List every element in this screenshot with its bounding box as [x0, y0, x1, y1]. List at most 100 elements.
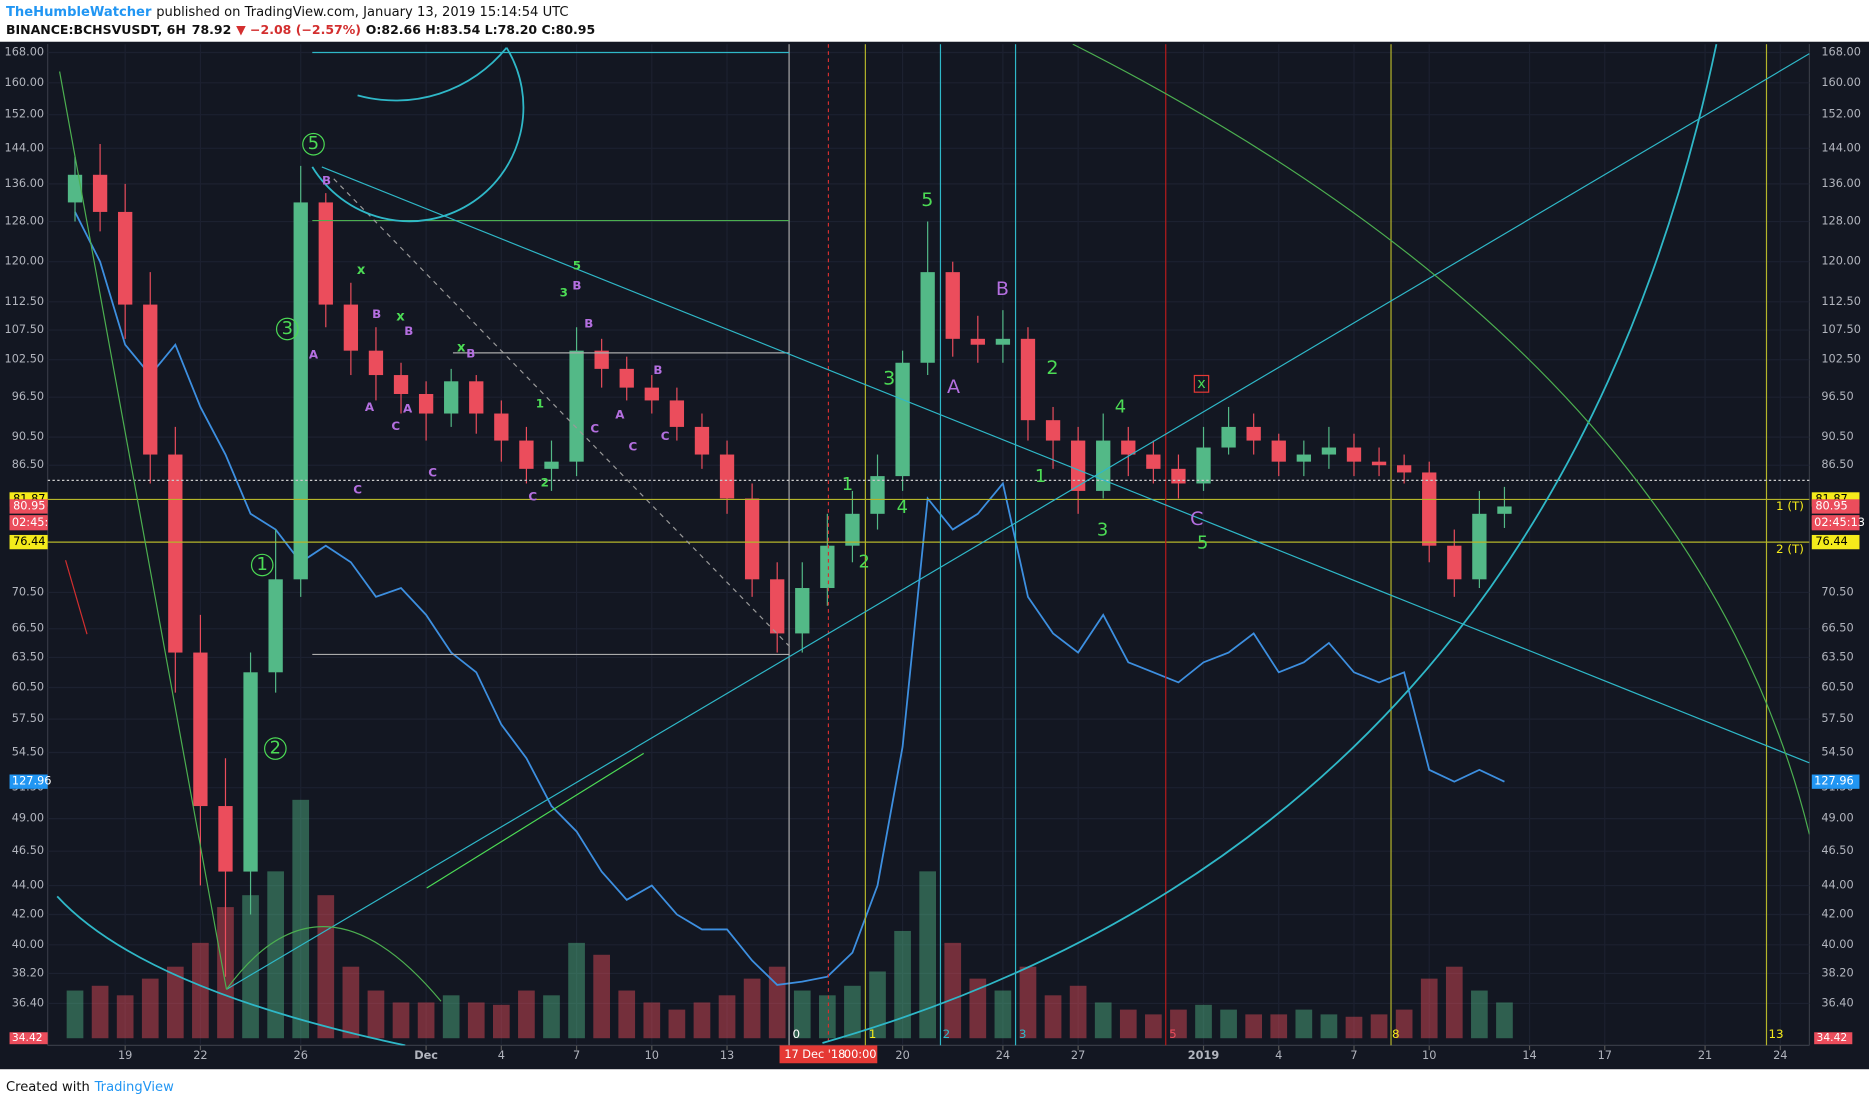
- candle-body: [1070, 440, 1086, 491]
- volume-bar: [267, 871, 284, 1039]
- x-tick-label: 17: [1598, 1048, 1612, 1062]
- wave-label: x: [396, 310, 405, 325]
- y-tick-label: 102.50: [1821, 352, 1861, 366]
- time-zone-label: 5: [1169, 1027, 1177, 1041]
- candle-body: [1020, 338, 1036, 421]
- wave-label: B: [404, 324, 413, 338]
- wave-label: C: [428, 466, 437, 480]
- y-tick-label: 128.00: [5, 214, 45, 228]
- wave-label: 2: [1046, 357, 1058, 379]
- volume-bar: [969, 978, 987, 1039]
- price-box: [1811, 499, 1860, 514]
- candle-body: [1396, 465, 1412, 473]
- volume-bar: [668, 1009, 686, 1039]
- y-tick-label: 38.20: [1821, 965, 1853, 979]
- price-box: [1811, 534, 1860, 550]
- brand[interactable]: TradingView: [94, 1080, 174, 1095]
- y-tick-label: 107.50: [5, 322, 45, 336]
- volume-bar: [1019, 966, 1037, 1039]
- candle-body: [168, 454, 183, 653]
- wave-label: 1: [536, 397, 544, 411]
- volume-bar: [317, 895, 335, 1039]
- candle-body: [895, 362, 910, 477]
- wave-circle: [264, 737, 287, 760]
- y-tick-label: 42.00: [12, 906, 44, 920]
- time-zone-label: 13: [1768, 1027, 1783, 1041]
- created-with: Created with: [6, 1080, 90, 1095]
- x-tick-label: 10: [645, 1048, 659, 1062]
- candle-body: [1171, 468, 1186, 484]
- wave-circle: [302, 132, 325, 156]
- candle-body: [1246, 426, 1261, 441]
- volume-bar: [1496, 1002, 1513, 1039]
- volume-bar: [768, 966, 786, 1039]
- volume-bar: [944, 942, 962, 1039]
- wave-label: 5: [1197, 533, 1208, 554]
- y-tick-label: 136.00: [5, 176, 45, 190]
- candle-body: [469, 381, 484, 414]
- volume-bar: [367, 990, 385, 1039]
- wave-label: C: [528, 490, 537, 504]
- candle-body: [1472, 513, 1487, 580]
- candle-body: [67, 174, 83, 203]
- candle-body: [920, 272, 935, 363]
- volume-bar: [593, 954, 610, 1039]
- candle-body: [1196, 447, 1211, 484]
- candle-body: [1146, 454, 1161, 469]
- y-tick-label: 60.50: [12, 680, 44, 694]
- y-tick-label: 112.50: [5, 294, 45, 308]
- wave-label: 1: [257, 554, 268, 575]
- volume-bar: [518, 990, 535, 1039]
- candle-body: [1096, 440, 1111, 491]
- target-label: 1 (T): [1776, 499, 1804, 513]
- x-tick-label: 7: [1350, 1048, 1357, 1062]
- wave-label: C: [353, 482, 362, 496]
- wave-label: B: [466, 347, 475, 361]
- candle-body: [293, 202, 308, 580]
- y-tick-label: 102.50: [5, 352, 45, 366]
- volume-bar: [66, 990, 84, 1039]
- volume-bar: [1320, 1014, 1338, 1039]
- volume-bar: [492, 1004, 510, 1039]
- y-tick-label: 86.50: [12, 457, 44, 471]
- author[interactable]: TheHumbleWatcher: [6, 4, 152, 19]
- y-tick-label: 46.50: [12, 843, 44, 857]
- y-tick-label: 86.50: [1821, 457, 1853, 471]
- x-tick-label: 21: [1698, 1048, 1712, 1062]
- wave-label: 5: [308, 133, 319, 154]
- y-tick-label: 96.50: [12, 389, 44, 403]
- volume-bar: [1094, 1002, 1112, 1039]
- y-tick-label: 160.00: [5, 75, 45, 89]
- candle-body: [1321, 447, 1337, 455]
- y-tick-label: 152.00: [1821, 107, 1861, 121]
- time-zone-label: 1: [869, 1027, 877, 1041]
- wave-label: 4: [1115, 397, 1126, 418]
- plot-underlay: [47, 44, 1810, 1046]
- time-zone-label: 3: [1019, 1027, 1027, 1041]
- volume-bar: [1220, 1009, 1237, 1039]
- y-tick-label: 168.00: [5, 44, 45, 58]
- candle-body: [719, 454, 735, 499]
- y-tick-label: 49.00: [12, 811, 44, 825]
- volume-bar: [417, 1002, 435, 1039]
- volume-bar: [1245, 1014, 1263, 1039]
- y-tick-label: 46.50: [1821, 843, 1853, 857]
- price-box: [9, 1032, 48, 1045]
- candle-body: [1447, 545, 1462, 580]
- volume-bar: [693, 1002, 711, 1039]
- marker-box: [1193, 374, 1210, 393]
- x-tick-label: 13: [720, 1048, 734, 1062]
- volume-bar: [1420, 978, 1438, 1039]
- candle-body: [92, 174, 108, 212]
- candle-body: [318, 202, 333, 305]
- candle-body: [1296, 454, 1311, 462]
- candle-body: [669, 400, 685, 427]
- candle-body: [870, 476, 885, 514]
- y-tick-label: 60.50: [1821, 680, 1853, 694]
- y-tick-label: 66.50: [12, 621, 44, 635]
- date-marker: 17 Dec '18: [784, 1047, 845, 1061]
- x-tick-label: 10: [1422, 1048, 1436, 1062]
- y-tick-label: 44.00: [12, 878, 44, 892]
- x-tick-label: 14: [1522, 1048, 1536, 1062]
